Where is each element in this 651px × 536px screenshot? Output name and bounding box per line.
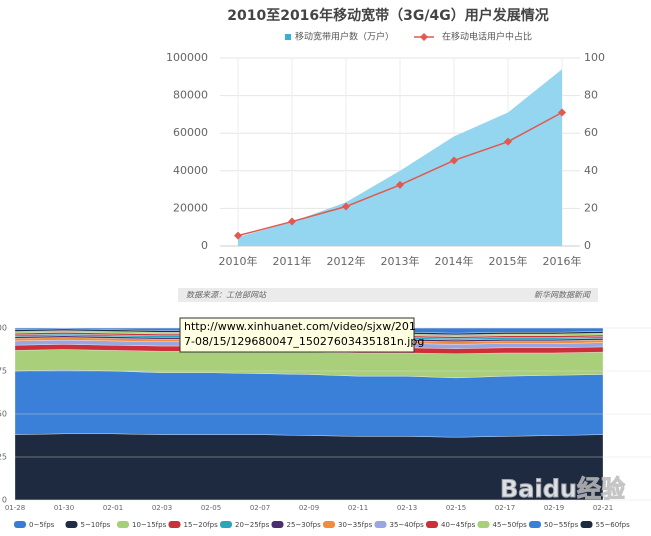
marker: [234, 231, 242, 240]
x-tick-label: 02-19: [544, 504, 564, 512]
x-tick-label: 2015年: [489, 254, 528, 268]
y2-tick-label: 100: [584, 51, 605, 64]
y-tick-label: 20000: [173, 201, 208, 214]
x-tick-label: 2012年: [327, 254, 366, 268]
x-tick-label: 02-03: [152, 504, 172, 512]
x-tick-label: 2013年: [381, 254, 420, 268]
tooltip-line: http://www.xinhuanet.com/video/sjxw/201: [184, 320, 416, 333]
x-tick-label: 02-07: [250, 504, 270, 512]
legend-swatch: [285, 34, 291, 40]
marker: [450, 156, 458, 165]
legend-label: 35~40fps: [390, 521, 425, 529]
marker: [396, 180, 404, 189]
y-tick-label: 100: [0, 324, 7, 333]
footer-band: [178, 288, 598, 302]
legend-label: 5~10fps: [81, 521, 111, 529]
x-tick-label: 02-05: [201, 504, 221, 512]
y-tick-label: 60000: [173, 126, 208, 139]
legend-swatch: [220, 521, 232, 528]
source: 数据来源：工信部网站: [186, 291, 267, 300]
legend-label: 40~45fps: [441, 521, 476, 529]
y2-tick-label: 40: [584, 164, 598, 177]
chart-title: 2010至2016年移动宽带（3G/4G）用户发展情况: [227, 7, 549, 24]
legend-swatch: [117, 521, 129, 528]
x-tick-label: 01-28: [5, 504, 25, 512]
legend-swatch: [323, 521, 335, 528]
legend-swatch: [168, 521, 181, 528]
legend-swatch: [271, 521, 284, 528]
x-tick-label: 02-15: [446, 504, 466, 512]
legend-label: 10~15fps: [132, 521, 167, 529]
x-tick-label: 02-09: [299, 504, 319, 512]
y2-tick-label: 80: [584, 89, 598, 102]
legend-swatch: [426, 521, 438, 528]
legend-label: 30~35fps: [338, 521, 373, 529]
credit: 新华网数据新闻: [534, 291, 591, 300]
y-tick-label: 25: [0, 453, 7, 462]
x-tick-label: 2014年: [435, 254, 474, 268]
marker: [288, 217, 296, 226]
legend-label: 45~50fps: [493, 521, 528, 529]
legend-label: 0~5fps: [29, 521, 55, 529]
legend-label: 15~20fps: [184, 521, 219, 529]
watermark: Baidu经验: [500, 475, 625, 503]
legend-swatch: [477, 521, 490, 528]
x-tick-label: 02-11: [348, 504, 368, 512]
legend-label: 25~30fps: [287, 521, 322, 529]
tooltip-box: [179, 317, 415, 353]
y-tick-label: 50: [0, 410, 7, 419]
y-tick-label: 75: [0, 367, 7, 376]
x-tick-label: 02-13: [397, 504, 417, 512]
x-tick-label: 02-17: [495, 504, 515, 512]
y-tick-label: 40000: [173, 164, 208, 177]
legend-marker: [420, 33, 428, 41]
legend-swatch: [374, 521, 387, 528]
tooltip-line: 7-08/15/129680047_15027603435181n.jpg: [184, 335, 424, 348]
stacked-chart: 0 25 50 75 100 01-28 01-30 02-01 02-03 02-05 02-07…: [0, 324, 651, 529]
legend-label: 50~55fps: [544, 521, 579, 529]
marker: [504, 137, 512, 146]
area: [238, 69, 562, 246]
x-tick-label: 01-30: [54, 504, 74, 512]
legend-swatch: [580, 521, 593, 528]
legend-swatch: [65, 521, 78, 528]
marker: [558, 108, 566, 117]
legend-label: 移动宽带用户数（万户）: [295, 31, 394, 43]
y2-tick-label: 0: [584, 239, 591, 252]
y2-tick-label: 60: [584, 126, 598, 139]
y-tick-label: 0: [201, 239, 208, 252]
y-tick-label: 80000: [173, 89, 208, 102]
marker: [342, 202, 350, 211]
x-tick-label: 2016年: [543, 254, 582, 268]
stacked-area: [14, 369, 604, 438]
y-tick-label: 0: [2, 496, 7, 505]
x-tick-label: 2011年: [273, 254, 312, 268]
legend-label: 在移动电话用户中占比: [442, 31, 532, 43]
legend-label: 20~25fps: [235, 521, 270, 529]
y2-tick-label: 20: [584, 201, 598, 214]
legend-swatch: [14, 521, 26, 528]
x-tick-label: 02-01: [103, 504, 123, 512]
legend-swatch: [529, 521, 541, 528]
x-tick-label: 02-21: [593, 504, 613, 512]
x-tick-label: 2010年: [219, 254, 258, 268]
legend-label: 55~60fps: [596, 521, 631, 529]
y-tick-label: 100000: [166, 51, 208, 64]
